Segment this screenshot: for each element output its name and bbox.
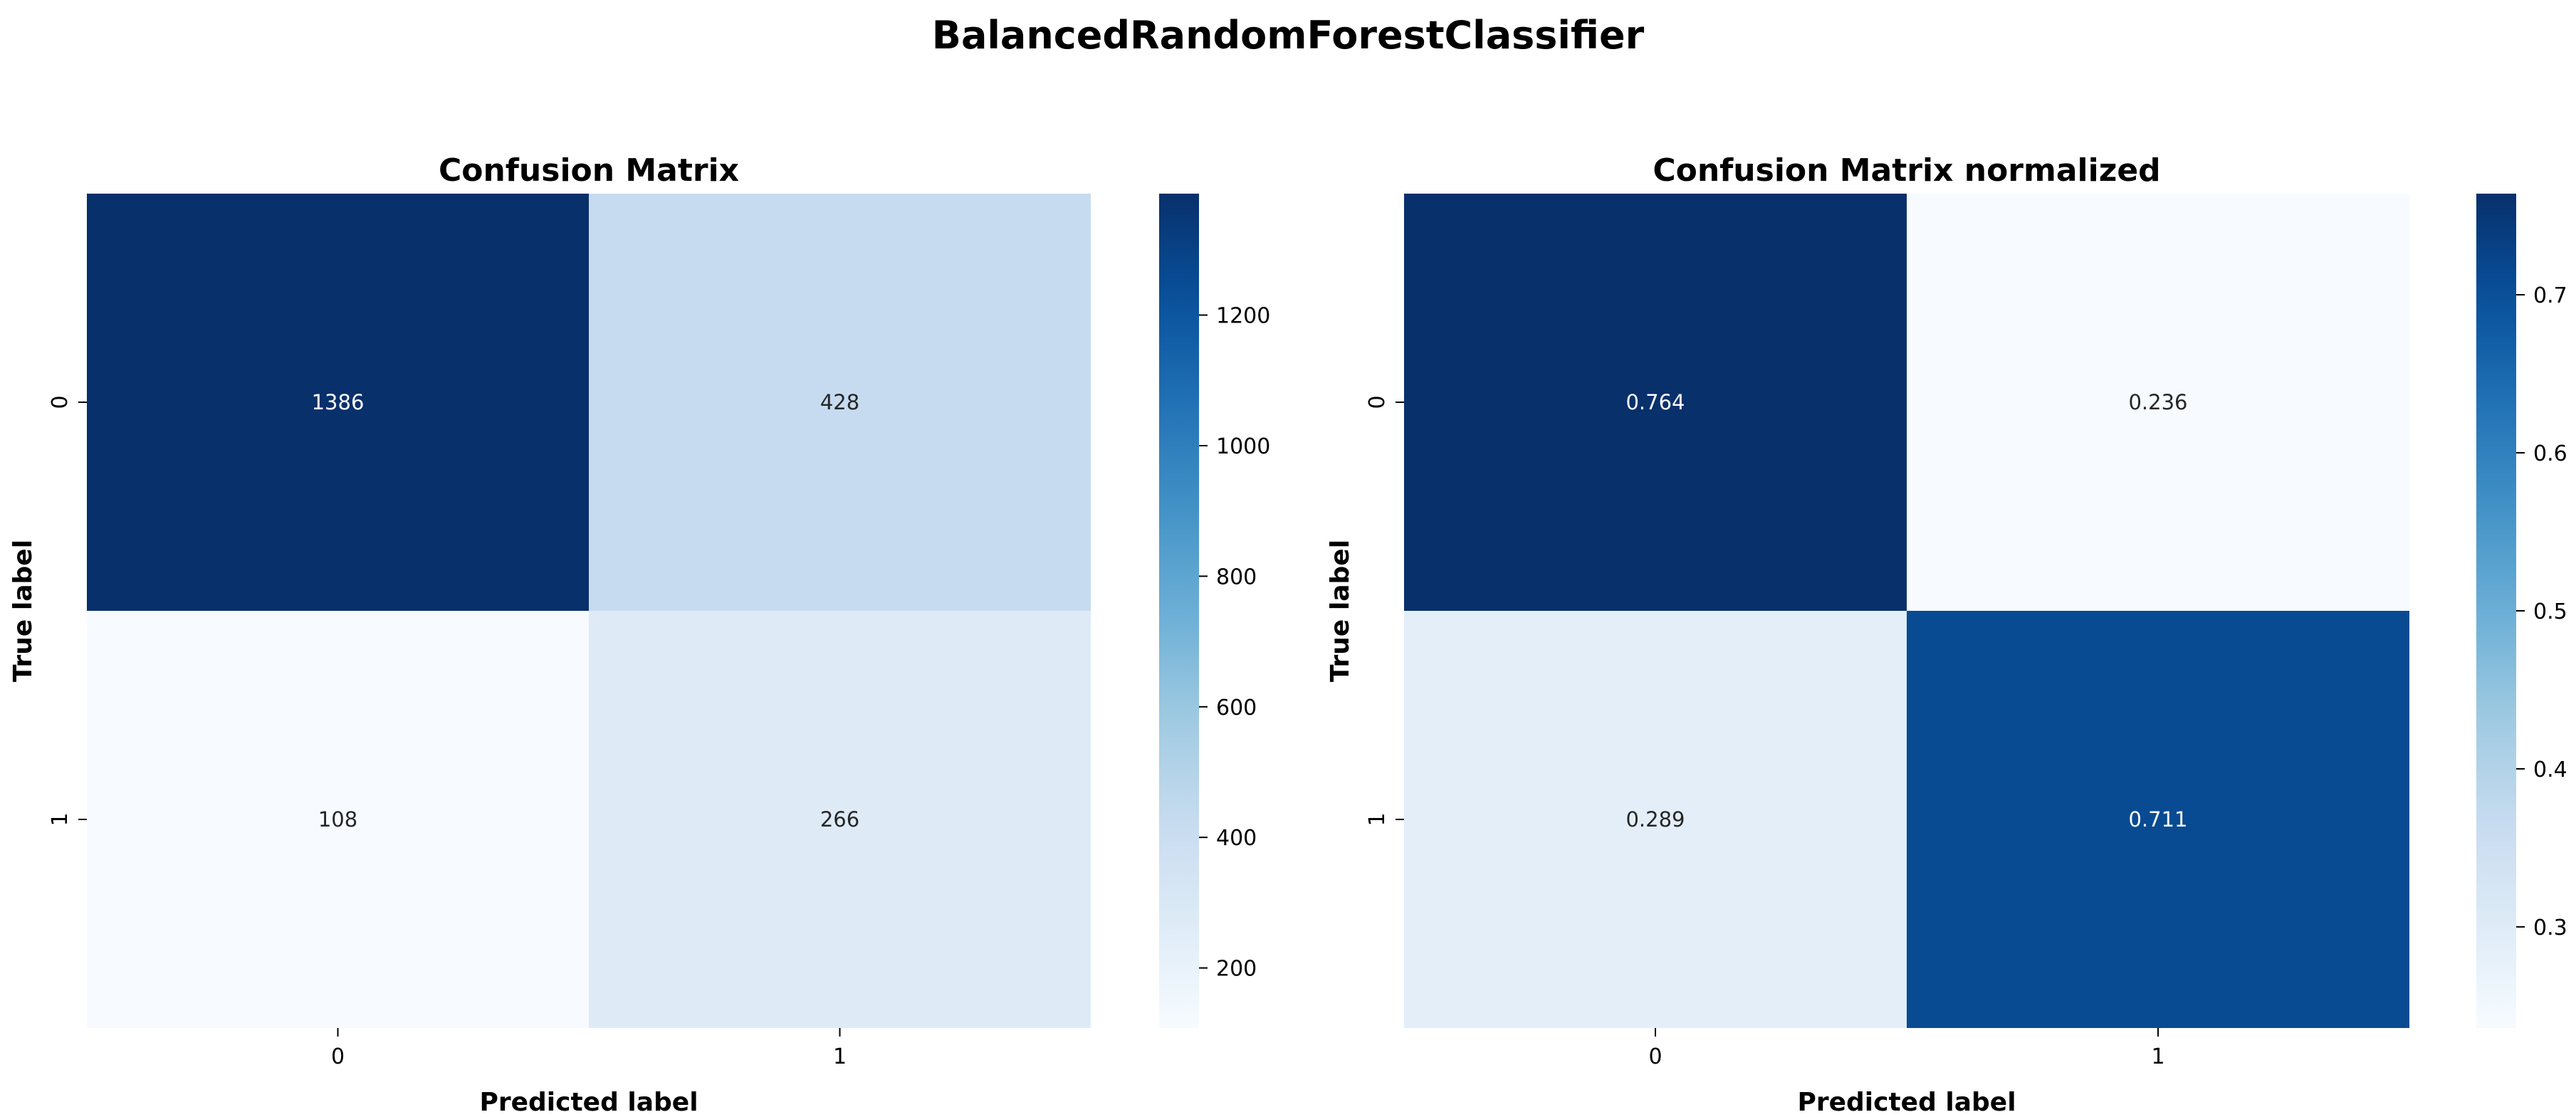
heatmap-cell bbox=[589, 194, 1091, 611]
confusion-matrix-panel: Confusion Matrix 1386 428 108 266 0 1 0 1 Predict… bbox=[9, 152, 1270, 1117]
panel-title: Confusion Matrix normalized bbox=[1653, 152, 2160, 189]
y-tick-label: 1 bbox=[1365, 812, 1390, 826]
colorbar-tick-label: 600 bbox=[1216, 696, 1257, 720]
y-tick-label: 1 bbox=[48, 812, 73, 826]
colorbar-tick-label: 0.7 bbox=[2533, 283, 2567, 308]
cell-value-label: 1386 bbox=[312, 390, 365, 414]
colorbar-tick-label: 0.5 bbox=[2533, 599, 2567, 624]
colorbar-tick-label: 800 bbox=[1216, 565, 1257, 589]
figure-title: BalancedRandomForestClassifier bbox=[932, 13, 1645, 58]
cell-value-label: 0.236 bbox=[2128, 390, 2187, 414]
colorbar bbox=[2476, 194, 2516, 1028]
colorbar-tick-label: 1200 bbox=[1216, 304, 1270, 329]
x-tick-label: 1 bbox=[2151, 1044, 2164, 1069]
x-axis-label: Predicted label bbox=[1797, 1088, 2016, 1117]
heatmap-cell bbox=[87, 194, 589, 611]
y-tick-label: 0 bbox=[1365, 395, 1390, 409]
colorbar-tick-label: 200 bbox=[1216, 957, 1257, 982]
heatmap-cell bbox=[1907, 194, 2409, 611]
colorbar-tick-label: 0.3 bbox=[2533, 916, 2567, 940]
colorbar-tick-label: 0.6 bbox=[2533, 441, 2567, 466]
heatmap-cell bbox=[1404, 194, 1907, 611]
cell-value-label: 266 bbox=[820, 807, 859, 832]
heatmap-cell bbox=[87, 611, 589, 1028]
cell-value-label: 0.711 bbox=[2128, 807, 2187, 832]
cell-value-label: 0.764 bbox=[1625, 390, 1685, 414]
colorbar bbox=[1159, 194, 1199, 1028]
y-axis-label: True label bbox=[1326, 540, 1355, 682]
cell-value-label: 108 bbox=[318, 807, 357, 832]
colorbar-tick-label: 400 bbox=[1216, 826, 1257, 851]
heatmap-cell bbox=[1404, 611, 1907, 1028]
confusion-matrix-normalized-panel: Confusion Matrix normalized 0.764 0.236 0.2… bbox=[1326, 152, 2567, 1117]
colorbar-tick-label: 0.4 bbox=[2533, 757, 2567, 782]
y-axis-label: True label bbox=[9, 540, 38, 682]
x-tick-label: 0 bbox=[1648, 1044, 1662, 1069]
panel-title: Confusion Matrix bbox=[439, 152, 739, 189]
cell-value-label: 428 bbox=[820, 390, 859, 414]
colorbar-tick-label: 1000 bbox=[1216, 434, 1270, 459]
x-axis-label: Predicted label bbox=[479, 1088, 698, 1117]
heatmap-cell bbox=[1907, 611, 2409, 1028]
cell-value-label: 0.289 bbox=[1625, 807, 1685, 832]
x-tick-label: 1 bbox=[833, 1044, 847, 1069]
x-tick-label: 0 bbox=[331, 1044, 345, 1069]
heatmap-cell bbox=[589, 611, 1091, 1028]
y-tick-label: 0 bbox=[48, 395, 73, 409]
